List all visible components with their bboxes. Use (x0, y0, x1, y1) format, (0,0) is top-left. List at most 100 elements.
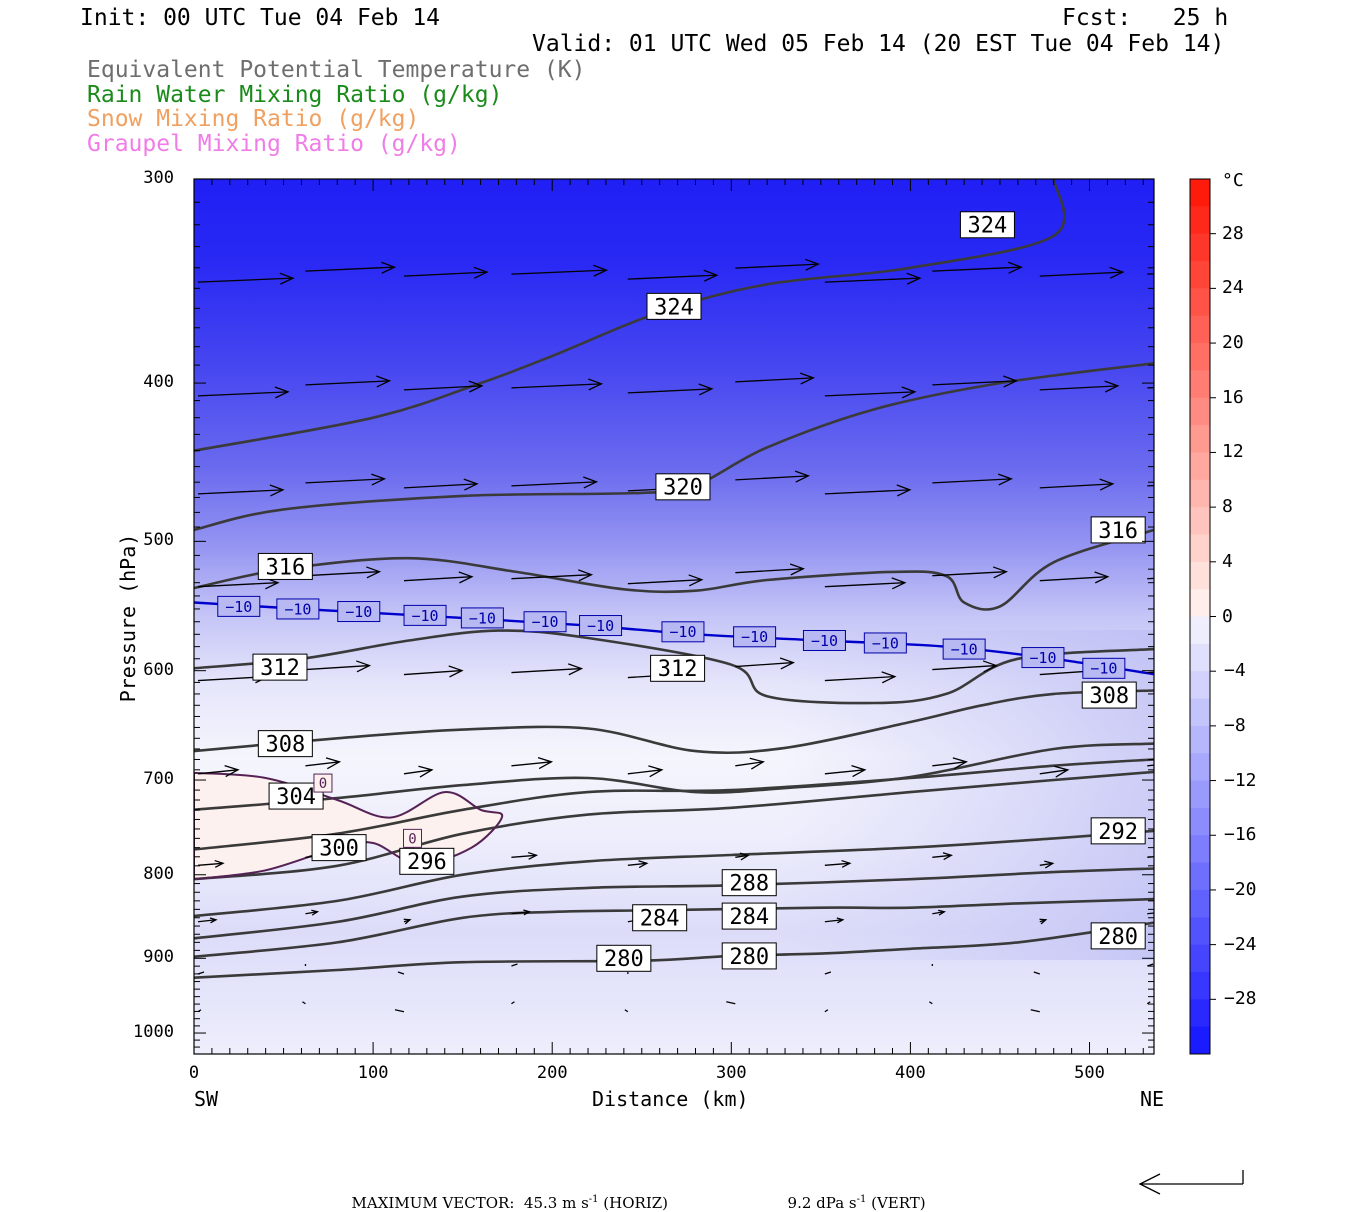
wind-vector (735, 372, 815, 385)
colorbar-bin (1190, 288, 1210, 317)
wind-vector (197, 484, 285, 497)
isotherm-label-0: 0 (313, 773, 333, 793)
wind-vector (735, 470, 810, 483)
isotherm-label--10: −10 (523, 611, 567, 633)
wind-vector (627, 269, 719, 282)
isotherm-label--10: −10 (403, 604, 447, 626)
isotherm-label--10: −10 (1021, 647, 1065, 669)
colorbar-bin (1190, 206, 1210, 235)
colorbar-bin (1190, 233, 1210, 262)
svg-text:−10: −10 (669, 623, 696, 641)
wind-vector (1039, 765, 1070, 778)
ne-end-label: NE (1140, 1087, 1165, 1111)
wind-vector (511, 757, 554, 770)
svg-text:−10: −10 (345, 603, 372, 621)
wind-vector (1146, 1001, 1151, 1005)
valid-time: Valid: 01 UTC Wed 05 Feb 14 (20 EST Tue … (532, 31, 1225, 57)
colorbar-bin (1190, 753, 1210, 782)
svg-text:324: 324 (968, 214, 1008, 239)
y-tick-label: 900 (143, 947, 174, 968)
svg-text:280: 280 (604, 947, 644, 972)
wind-vector (305, 566, 382, 579)
colorbar-tick-label: 24 (1222, 277, 1244, 299)
colorbar-tick-label: 4 (1222, 550, 1233, 572)
wind-vector (403, 478, 479, 491)
svg-text:312: 312 (658, 657, 698, 682)
wind-vector (403, 571, 474, 584)
colorbar-tick-label: 16 (1222, 386, 1244, 408)
theta-e-label-296: 296 (399, 847, 455, 875)
wind-vector (824, 577, 907, 590)
theta-e-label-284: 284 (721, 902, 777, 930)
colorbar-bin (1190, 1026, 1210, 1055)
colorbar-bin (1190, 315, 1210, 344)
theta-e-contour-308 (194, 689, 1154, 755)
wind-vector (305, 261, 397, 274)
wind-vector (735, 852, 750, 861)
theta-e-contour-304 (194, 742, 1154, 812)
x-tick-label: 100 (357, 1063, 389, 1083)
isotherm-label--10: −10 (337, 601, 381, 623)
wind-vector (932, 660, 998, 673)
wind-vector (627, 765, 664, 778)
colorbar-tick-label: −20 (1224, 878, 1257, 900)
y-tick-label: 300 (143, 168, 174, 188)
colorbar-bin (1190, 944, 1210, 973)
max-vector-horiz: MAXIMUM VECTOR: 45.3 m s-1 (HORIZ) (351, 1194, 669, 1212)
theta-e-label-280: 280 (721, 942, 777, 970)
wind-vector (403, 665, 464, 678)
theta-e-label-316: 316 (1090, 516, 1146, 544)
wind-vector (824, 671, 897, 684)
colorbar-tick-label: 20 (1222, 332, 1244, 354)
svg-text:−10: −10 (1090, 660, 1117, 678)
theta-e-contour-296 (194, 770, 1154, 881)
colorbar-bin (1190, 725, 1210, 754)
svg-text:−10: −10 (872, 634, 899, 652)
theta-e-label-324: 324 (959, 211, 1015, 239)
wind-vector (197, 272, 295, 285)
wind-vector (305, 473, 387, 486)
y-tick-label: 800 (143, 863, 174, 884)
wind-vector (197, 765, 240, 778)
isotherm-label--10: −10 (863, 632, 907, 654)
svg-text:0: 0 (319, 776, 327, 792)
colorbar-bin (1190, 561, 1210, 590)
colorbar-bin (1190, 534, 1210, 563)
colorbar-bin (1190, 971, 1210, 1000)
wind-vector (1033, 971, 1040, 975)
theta-e-contour-300 (194, 758, 1154, 851)
wind-vector (1039, 860, 1055, 869)
wind-vector (932, 261, 1023, 274)
colorbar-bin (1190, 807, 1210, 836)
wind-vector (932, 757, 968, 770)
max-vector-vert: 9.2 dPa s-1 (VERT) (787, 1194, 926, 1212)
wind-vector (511, 264, 609, 277)
wind-vector (726, 1001, 736, 1005)
wind-vector (735, 657, 795, 670)
theta-e-label-300: 300 (311, 834, 367, 862)
wind-vector (824, 765, 867, 778)
wind-vector (627, 383, 714, 396)
theta-e-contour-292 (194, 829, 1154, 918)
wind-vector (511, 909, 532, 916)
wind-vector (403, 765, 434, 778)
wind-vector (735, 258, 820, 271)
svg-text:324: 324 (654, 295, 694, 320)
svg-text:292: 292 (1098, 820, 1138, 845)
wind-vector (197, 859, 225, 868)
svg-text:288: 288 (729, 872, 769, 897)
wind-vector (624, 1009, 629, 1013)
svg-text:−10: −10 (411, 607, 438, 625)
wind-vector (305, 757, 342, 770)
wind-vector (1039, 380, 1120, 393)
theta-e-label-312: 312 (650, 654, 706, 682)
svg-text:312: 312 (260, 656, 300, 681)
colorbar-bin (1190, 343, 1210, 371)
wind-vector (627, 574, 704, 587)
svg-text:316: 316 (1098, 519, 1138, 544)
init-time: Init: 00 UTC Tue 04 Feb 14 (80, 5, 441, 31)
wind-vector (1039, 571, 1110, 584)
colorbar-bin (1190, 643, 1210, 672)
colorbar-bin (1190, 889, 1210, 918)
